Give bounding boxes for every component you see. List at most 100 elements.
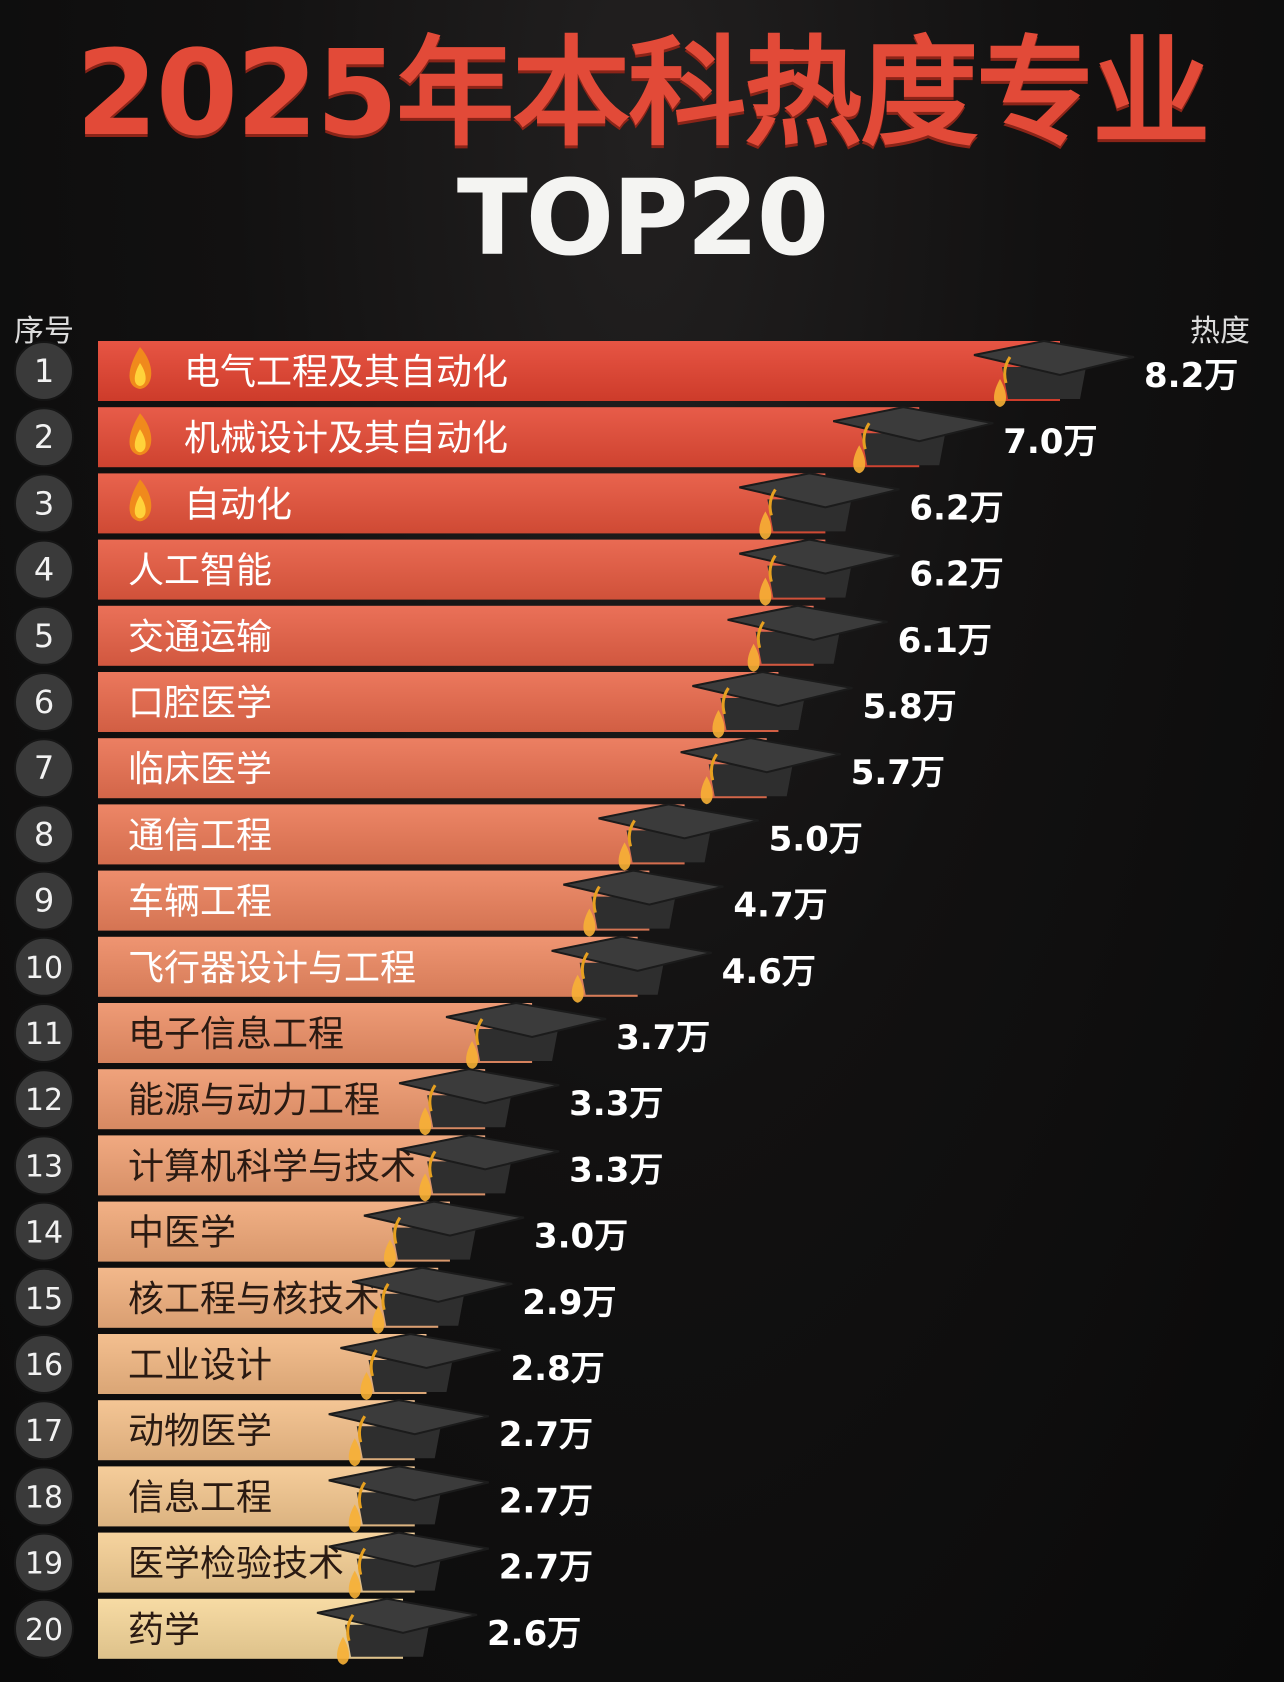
candle-flame-icon [994, 379, 1006, 407]
candle-flame-icon [700, 776, 713, 805]
flame-icon [129, 347, 152, 389]
rank-label: 16 [25, 1348, 63, 1383]
value-label: 4.7万 [733, 886, 827, 926]
value-label: 6.2万 [909, 488, 1003, 528]
rank-circle [14, 1135, 74, 1196]
value-label: 5.8万 [862, 687, 956, 727]
rank-circle [14, 1466, 74, 1527]
rank-label: 13 [25, 1149, 63, 1184]
value-label: 3.3万 [569, 1150, 663, 1190]
category-label: 交通运输 [128, 617, 272, 658]
value-label: 3.3万 [569, 1084, 663, 1124]
graduation-cap-icon [445, 1001, 607, 1061]
graduation-cap-icon [328, 1399, 489, 1459]
bar-row-1: 1 电气工程及其自动化 8.2万 [14, 339, 1238, 407]
graduation-cap-icon [551, 935, 712, 995]
category-label: 信息工程 [128, 1477, 272, 1518]
value-label: 2.7万 [499, 1548, 593, 1588]
candle-flame-icon [583, 908, 596, 937]
rank-label: 17 [25, 1414, 63, 1449]
category-label: 通信工程 [128, 815, 272, 856]
candle-flame-icon [419, 1173, 432, 1202]
graduation-cap-icon [351, 1266, 513, 1326]
category-label: 药学 [128, 1610, 200, 1651]
rank-label: 3 [34, 484, 54, 522]
category-label: 能源与动力工程 [128, 1080, 380, 1121]
category-label: 机械设计及其自动化 [184, 418, 508, 459]
chart-title: 2025年本科热度专业 [75, 24, 1210, 162]
rank-label: 18 [25, 1480, 63, 1515]
rank-circle [14, 804, 74, 865]
rank-label: 9 [34, 882, 54, 920]
rank-label: 6 [34, 683, 54, 721]
rank-label: 8 [34, 815, 54, 853]
bar-row-13: 13 计算机科学与技术 3.3万 [14, 1134, 663, 1202]
category-label: 电子信息工程 [128, 1014, 344, 1055]
bar-row-15: 15 核工程与核技术 2.9万 [14, 1266, 616, 1334]
bar-shade [98, 605, 814, 666]
bar-row-9: 9 车辆工程 4.7万 [14, 869, 828, 937]
candle-flame-icon [571, 974, 584, 1003]
rank-circle [14, 672, 74, 732]
category-label: 计算机科学与技术 [128, 1146, 416, 1187]
candle-flame-icon [853, 445, 866, 474]
candle-flame-icon [348, 1438, 361, 1467]
flame-icon [129, 413, 152, 456]
rank-label: 20 [25, 1613, 63, 1648]
bar-row-3: 3 自动化 6.2万 [14, 472, 1004, 540]
rank-circle [14, 1003, 74, 1063]
candle-flame-icon [759, 511, 772, 540]
rank-label: 19 [25, 1547, 63, 1582]
graduation-cap-icon [328, 1465, 489, 1525]
bar-shade [98, 936, 638, 997]
graduation-cap-icon [340, 1332, 501, 1392]
value-label: 2.7万 [499, 1415, 593, 1455]
rank-circle [14, 1267, 74, 1328]
rank-circle [14, 1201, 74, 1262]
rank-label: 12 [25, 1083, 63, 1118]
value-label: 4.6万 [722, 952, 816, 992]
rank-label: 4 [34, 551, 54, 589]
bar-shade [98, 341, 1060, 401]
rank-label: 10 [25, 951, 63, 986]
bar-shade [98, 1003, 533, 1063]
bar-row-18: 18 信息工程 2.7万 [14, 1465, 593, 1533]
graduation-cap-icon [832, 406, 994, 466]
rank-label: 2 [34, 418, 54, 456]
bar-row-17: 17 动物医学 2.7万 [14, 1399, 593, 1467]
value-label: 8.2万 [1144, 356, 1238, 396]
bar-row-12: 12 能源与动力工程 3.3万 [14, 1068, 663, 1136]
rank-label: 1 [34, 352, 54, 390]
rank-circle [14, 1532, 74, 1593]
category-label: 医学检验技术 [128, 1544, 344, 1585]
bar-row-19: 19 医学检验技术 2.7万 [14, 1531, 593, 1599]
graduation-cap-icon [363, 1200, 525, 1260]
bar-row-8: 8 通信工程 5.0万 [14, 803, 863, 871]
candle-flame-icon [372, 1305, 385, 1334]
candle-flame-icon [348, 1504, 361, 1533]
value-label: 5.7万 [851, 753, 945, 793]
rank-circle [14, 936, 74, 997]
value-label: 3.0万 [534, 1217, 628, 1257]
category-label: 口腔医学 [128, 683, 272, 724]
value-label: 6.2万 [909, 555, 1003, 595]
bar-row-7: 7 临床医学 5.7万 [14, 737, 945, 805]
rank-circle [14, 870, 74, 931]
bar-shade [98, 804, 685, 865]
category-label: 临床医学 [128, 749, 272, 790]
rank-circle [14, 341, 74, 401]
graduation-cap-icon [398, 1134, 560, 1194]
candle-flame-icon [419, 1107, 432, 1136]
bar-shade [98, 539, 826, 600]
value-label: 5.0万 [769, 819, 863, 859]
candle-flame-icon [712, 710, 725, 738]
rank-circle [14, 1598, 74, 1659]
category-label: 飞行器设计与工程 [128, 948, 416, 989]
candle-flame-icon [618, 842, 631, 871]
category-label: 自动化 [184, 484, 292, 525]
category-label: 动物医学 [128, 1411, 272, 1452]
candle-flame-icon [360, 1372, 373, 1400]
bar-shade [98, 407, 920, 468]
graduation-cap-icon [398, 1068, 560, 1128]
bar-row-6: 6 口腔医学 5.8万 [14, 670, 957, 738]
